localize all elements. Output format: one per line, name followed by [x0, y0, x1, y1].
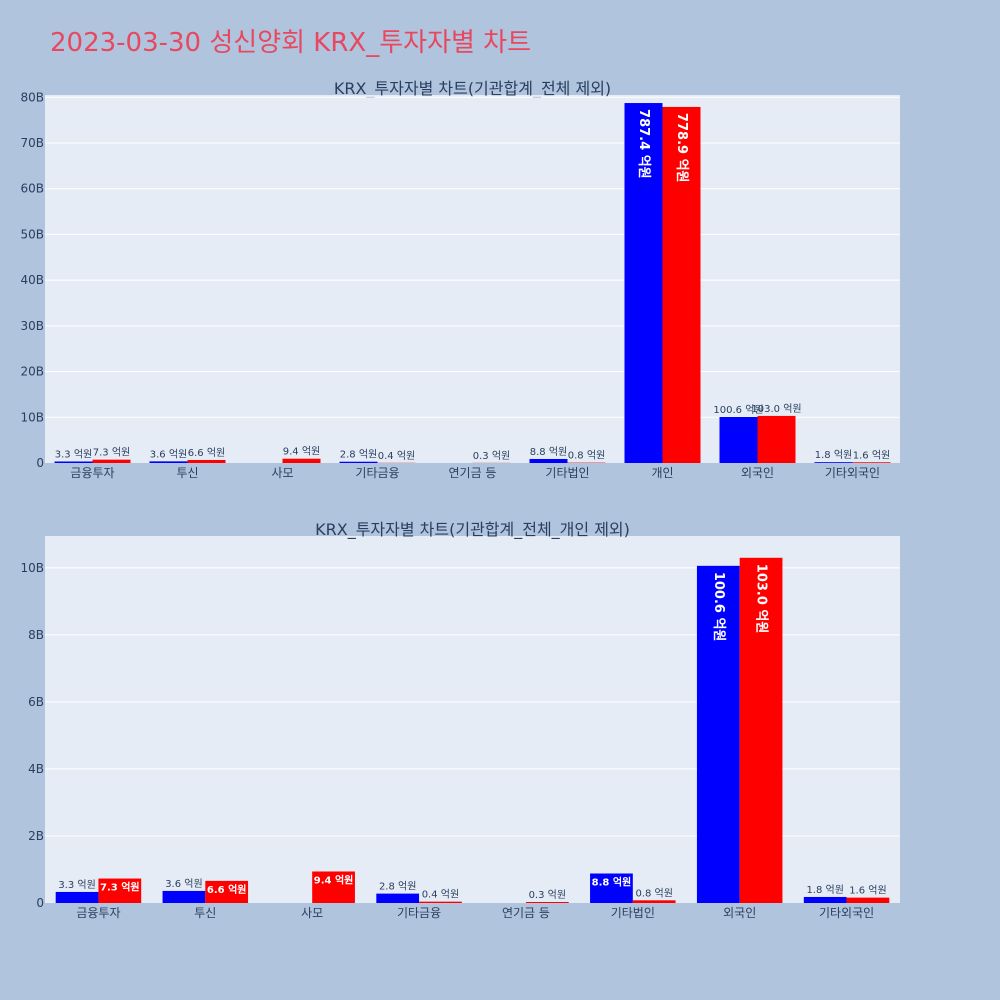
data-label: 0.3 억원 — [473, 450, 510, 462]
bar — [590, 873, 633, 903]
chart-title: KRX_투자자별 차트(기관합계_전체 제외) — [334, 79, 611, 99]
bar — [419, 901, 462, 903]
y-tick-label: 50B — [20, 227, 44, 241]
x-tick-label: 금융투자 — [76, 906, 120, 920]
bar — [162, 890, 206, 903]
data-label: 7.3 억원 — [93, 447, 130, 459]
bar — [149, 461, 188, 463]
bar — [803, 896, 847, 903]
y-tick-label: 10B — [20, 410, 44, 424]
data-label: 0.3 억원 — [529, 889, 566, 901]
x-tick-label: 연기금 등 — [502, 906, 550, 920]
bar — [662, 106, 701, 463]
data-label: 787.4 억원 — [636, 109, 651, 179]
data-label: 1.8 억원 — [806, 884, 843, 896]
x-tick-label: 금융투자 — [70, 466, 114, 480]
bar — [814, 462, 853, 463]
y-tick-label: 70B — [20, 136, 44, 150]
x-tick-label: 기타외국인 — [819, 906, 874, 920]
x-tick-label: 기타법인 — [611, 906, 655, 920]
bar — [632, 900, 676, 903]
data-label: 3.3 억원 — [58, 879, 95, 891]
x-tick-label: 개인 — [651, 466, 673, 480]
data-label: 100.6 억원 — [711, 572, 726, 642]
y-tick-label: 4B — [28, 762, 44, 776]
data-label: 1.6 억원 — [849, 885, 886, 897]
data-label: 0.8 억원 — [568, 450, 605, 462]
bar — [54, 461, 93, 463]
bar — [55, 891, 99, 903]
x-tick-label: 기타외국인 — [825, 466, 880, 480]
bar — [846, 897, 890, 903]
x-tick-label: 기타금융 — [355, 466, 399, 480]
data-label: 778.9 억원 — [674, 113, 689, 183]
plot-area — [45, 95, 900, 463]
bar — [282, 458, 321, 463]
x-tick-label: 사모 — [271, 466, 293, 480]
x-tick-label: 투신 — [194, 906, 216, 920]
y-tick-label: 10B — [20, 561, 44, 575]
y-tick-label: 40B — [20, 273, 44, 287]
data-label: 103.0 억원 — [754, 564, 769, 634]
data-label: 6.6 억원 — [207, 883, 247, 896]
bar — [376, 893, 420, 903]
bar — [719, 417, 758, 463]
x-tick-label: 사모 — [301, 906, 323, 920]
y-tick-label: 30B — [20, 319, 44, 333]
data-label: 3.6 억원 — [150, 448, 187, 460]
data-label: 2.8 억원 — [379, 881, 416, 893]
data-label: 1.6 억원 — [853, 449, 890, 461]
bar — [339, 461, 378, 463]
bar — [92, 459, 131, 463]
chart-title: KRX_투자자별 차트(기관합계_전체_개인 제외) — [315, 520, 630, 540]
bar — [187, 459, 226, 463]
data-label: 3.6 억원 — [165, 878, 202, 890]
y-tick-label: 60B — [20, 182, 44, 196]
data-label: 2.8 억원 — [340, 449, 377, 461]
y-tick-label: 80B — [20, 90, 44, 104]
y-tick-label: 0 — [36, 896, 44, 910]
data-label: 6.6 억원 — [188, 447, 225, 459]
x-tick-label: 기타법인 — [545, 466, 589, 480]
data-label: 8.8 억원 — [530, 446, 567, 458]
bar — [757, 415, 796, 463]
data-label: 1.8 억원 — [815, 449, 852, 461]
data-label: 3.3 억원 — [55, 448, 92, 460]
x-tick-label: 기타금융 — [397, 906, 441, 920]
y-tick-label: 2B — [28, 829, 44, 843]
bar — [696, 565, 740, 903]
x-tick-label: 외국인 — [723, 906, 756, 920]
x-tick-label: 투신 — [176, 466, 198, 480]
bar — [312, 871, 355, 903]
page-title: 2023-03-30 성신양회 KRX_투자자별 차트 — [50, 28, 532, 58]
x-tick-label: 외국인 — [741, 466, 774, 480]
bar — [98, 878, 142, 903]
bar — [205, 880, 249, 903]
y-tick-label: 6B — [28, 695, 44, 709]
y-tick-label: 0 — [36, 456, 44, 470]
bar — [852, 462, 891, 463]
data-label: 8.8 억원 — [592, 876, 632, 889]
data-label: 103.0 억원 — [751, 403, 801, 415]
data-label: 9.4 억원 — [314, 873, 354, 886]
data-label: 0.8 억원 — [635, 887, 672, 899]
y-tick-label: 20B — [20, 365, 44, 379]
bar — [525, 901, 569, 903]
data-label: 0.4 억원 — [378, 450, 415, 462]
data-label: 100.6 억원 — [713, 404, 763, 416]
data-label: 0.4 억원 — [422, 889, 459, 901]
y-tick-label: 8B — [28, 628, 44, 642]
bar — [624, 103, 663, 463]
x-tick-label: 연기금 등 — [449, 466, 497, 480]
bar — [529, 458, 568, 463]
data-label: 7.3 억원 — [100, 881, 140, 894]
data-label: 9.4 억원 — [283, 446, 320, 458]
bar — [739, 557, 783, 903]
